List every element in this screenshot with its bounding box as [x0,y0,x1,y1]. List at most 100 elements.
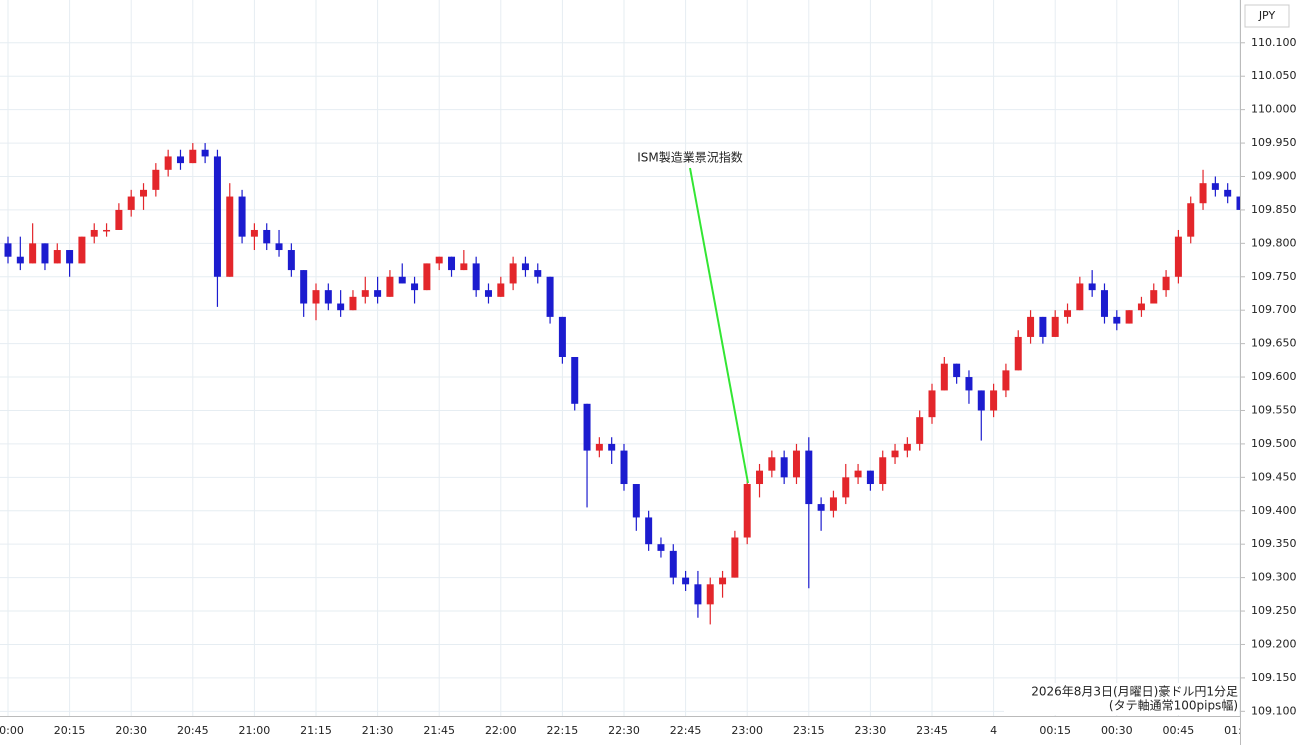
x-tick-label: 20:45 [177,724,209,737]
candle-body [866,470,874,485]
candles [4,143,1240,625]
candle-body [275,243,283,251]
candle-body [854,470,862,478]
candle-body [1236,196,1240,210]
candle-body [349,296,357,311]
candle-body [546,276,554,317]
candle-body [324,290,332,304]
candle-body [792,450,800,478]
candle-body [780,457,788,478]
candle-body [263,229,271,244]
annotation-line [689,167,749,484]
candle-body [743,484,751,538]
y-tick-label: 109.850 [1251,203,1297,216]
candle-body [374,290,382,297]
candle-body [879,457,887,485]
candle-body [657,544,665,551]
candle-body [990,390,998,411]
x-tick-label: 20:15 [54,724,86,737]
x-tick-label: 4 [990,724,997,737]
candle-body [940,363,948,391]
x-tick-label: 22:30 [608,724,640,737]
candle-body [558,316,566,357]
candle-body [682,577,690,585]
candle-body [176,156,184,164]
y-tick-label: 109.900 [1251,169,1297,182]
candle-body [928,390,936,418]
x-tick-label: 23:00 [731,724,763,737]
candle-body [1088,283,1096,291]
candle-body [1014,336,1022,371]
candle-body [1211,183,1219,190]
candle-body [1137,303,1145,311]
currency-label: JPY [1258,9,1276,22]
candle-body [435,256,443,264]
x-tick-label: 22:15 [547,724,579,737]
candle-body [411,283,419,291]
x-tick-label: 00:30 [1101,724,1133,737]
x-tick-label: 23:45 [916,724,948,737]
candle-body [1174,236,1182,277]
y-axis: 109.100 109.150 109.200 109.250 109.300 109.3… [1240,36,1297,717]
x-tick-label: 23:30 [855,724,887,737]
candle-body [953,363,961,378]
candle-body [66,250,74,264]
x-tick-label: 22:45 [670,724,702,737]
candle-body [29,243,37,264]
x-tick-label: 21:30 [362,724,394,737]
candle-body [694,584,702,605]
candle-body [460,263,468,271]
candle-body [916,417,924,444]
candle-body [817,504,825,511]
candle-body [645,517,653,545]
candle-body [41,243,49,264]
candle-body [53,250,61,264]
y-tick-label: 109.550 [1251,403,1297,416]
candle-body [1076,283,1084,311]
y-tick-label: 109.200 [1251,637,1297,650]
candle-body [90,229,98,237]
candle-body [398,276,406,284]
candle-body [583,403,591,451]
y-tick-label: 109.750 [1251,270,1297,283]
candle-body [103,229,111,232]
candle-body [706,584,714,605]
candle-body [16,256,24,264]
candle-body [534,270,542,277]
candle-body [484,290,492,297]
candle-body [829,497,837,511]
candle-body [152,169,160,190]
y-tick-label: 109.450 [1251,470,1297,483]
candle-body [78,236,86,264]
x-tick-label: 21:00 [239,724,271,737]
candle-body [497,283,505,297]
candle-body [1002,370,1010,391]
y-tick-label: 110.000 [1251,103,1297,116]
candle-body [448,256,456,271]
candle-body [891,450,899,458]
candle-body [337,303,345,311]
candle-body [1039,316,1047,337]
note: 2026年8月3日(月曜日)豪ドル円1分足 [1031,684,1238,699]
candle-body [300,270,308,304]
candle-body [632,484,640,518]
y-tick-label: 110.100 [1251,36,1297,49]
y-tick-label: 109.250 [1251,604,1297,617]
candle-body [4,243,12,257]
candle-body [1162,276,1170,291]
candle-body [1224,189,1232,197]
candle-body [719,577,727,585]
candle-body [1187,203,1195,237]
candle-body [509,263,517,284]
candle-body [965,377,973,391]
candle-body [250,229,258,237]
y-tick-label: 109.150 [1251,671,1297,684]
candle-body [756,470,764,485]
candle-body [189,149,197,164]
candle-body [768,457,776,471]
candle-body [805,450,813,505]
candle-body [521,263,529,271]
candle-body [731,537,739,578]
grid [0,0,1240,716]
